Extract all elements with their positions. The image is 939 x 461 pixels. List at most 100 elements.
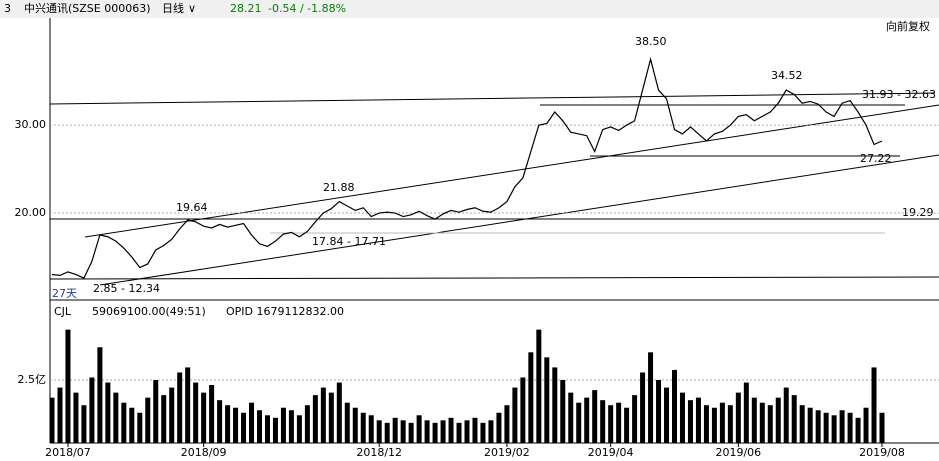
- volume-bar: [137, 412, 143, 443]
- price-line: [51, 56, 883, 279]
- volume-bar: [703, 405, 709, 443]
- volume-bar: [161, 395, 167, 443]
- volume-bar: [751, 397, 757, 443]
- annotation: 27.22: [860, 152, 892, 165]
- volume-bar: [384, 422, 390, 443]
- volume-bar: [512, 387, 518, 443]
- volume-bar: [280, 407, 286, 443]
- volume-bar: [432, 422, 438, 443]
- volume-bar: [640, 372, 646, 443]
- volume-bar: [672, 369, 677, 443]
- volume-bar: [97, 347, 103, 443]
- volume-bar: [823, 412, 829, 443]
- volume-bar: [73, 392, 79, 443]
- volume-bar: [743, 382, 749, 443]
- trend-line: [99, 154, 939, 286]
- volume-bar: [65, 329, 71, 443]
- volume-bar: [264, 415, 270, 443]
- volume-bar: [320, 387, 326, 443]
- volume-bar: [767, 405, 773, 443]
- volume-bar: [600, 400, 606, 443]
- volume-bar: [81, 405, 87, 443]
- volume-bar: [568, 392, 574, 443]
- volume-bar: [719, 402, 725, 443]
- volume-bar: [552, 367, 558, 443]
- volume-bar: [169, 387, 175, 443]
- x-tick-label: 2018/12: [356, 446, 402, 459]
- adjust: 向前复权: [886, 19, 930, 33]
- annotation: 17.84 - 17.71: [312, 235, 386, 248]
- volume-bar: [727, 405, 733, 443]
- volume-bar: [480, 422, 486, 443]
- volume-bar: [871, 367, 877, 443]
- volume-bar: [488, 420, 494, 443]
- volume-bar: [679, 392, 685, 443]
- x-tick-label: 2019/04: [588, 446, 634, 459]
- change: -0.54 / -1.88%: [268, 2, 346, 15]
- stock-title: 中兴通讯(SZSE 000063): [24, 2, 151, 15]
- volume-bar: [687, 400, 693, 443]
- y-tick-label: 20.00: [15, 206, 47, 219]
- volume-bar: [376, 420, 382, 443]
- volume-bar: [847, 412, 853, 443]
- volume-title[interactable]: CJL: [54, 305, 72, 318]
- volume-bar: [815, 410, 821, 443]
- volume-value: 59069100.00(49:51): [92, 305, 206, 318]
- volume-bar: [632, 395, 638, 443]
- volume-bar: [440, 420, 446, 443]
- volume-bar: [656, 380, 662, 443]
- volume-bar: [177, 372, 183, 443]
- volume-bar: [855, 417, 861, 443]
- volume-bar: [328, 392, 334, 443]
- annotation: 21.88: [323, 181, 355, 194]
- x-tick-label: 2018/07: [45, 446, 91, 459]
- price: 28.21: [230, 2, 262, 15]
- volume-bar: [193, 382, 199, 443]
- volume-bar: [416, 415, 422, 443]
- volume-bar: [528, 352, 534, 443]
- volume-bar: [121, 402, 127, 443]
- volume-bar: [592, 390, 598, 443]
- volume-bar: [783, 387, 789, 443]
- volume-bar: [209, 385, 215, 443]
- annotation: 34.52: [771, 69, 803, 82]
- annotation: 19.29: [902, 206, 934, 219]
- volume-bar: [352, 407, 358, 443]
- axes: [49, 18, 939, 444]
- x-tick-label: 2019/08: [859, 446, 905, 459]
- volume-bar: [624, 407, 630, 443]
- volume-bar: [304, 405, 310, 443]
- volume-bar: [799, 405, 805, 443]
- volume-bar: [392, 417, 398, 443]
- volume-bar: [464, 420, 470, 443]
- volume-bar: [496, 412, 502, 443]
- volume-bar: [257, 410, 262, 443]
- volume-bar: [456, 422, 462, 443]
- volume-bar: [288, 410, 294, 443]
- annotation: 27天: [52, 287, 77, 300]
- volume-bar: [863, 407, 869, 443]
- volume-bar: [233, 407, 239, 443]
- volume-bar: [775, 397, 781, 443]
- x-tick-label: 2018/09: [181, 446, 227, 459]
- volume-bar: [520, 377, 526, 443]
- volume-bar: [424, 420, 430, 443]
- volume-bar: [225, 405, 231, 443]
- period-dropdown[interactable]: ∨: [188, 2, 196, 15]
- y-tick-label: 2.5亿: [18, 373, 47, 386]
- trend-lines: [49, 92, 939, 286]
- annotation: 31.93 - 32.63: [862, 88, 936, 101]
- volume-note: OPID 1679112832.00: [226, 305, 344, 318]
- volume-bar: [360, 412, 366, 443]
- trend-line: [49, 92, 936, 105]
- annotation: 38.50: [635, 35, 667, 48]
- annotation: 2.85 - 12.34: [93, 282, 160, 295]
- volume-bar: [113, 392, 119, 443]
- volume-bar: [296, 415, 302, 443]
- period[interactable]: 日线: [162, 1, 184, 15]
- volume-bar: [544, 357, 550, 443]
- volume-bar: [344, 402, 350, 443]
- volume-bar: [129, 407, 135, 443]
- header-bar: [0, 0, 939, 18]
